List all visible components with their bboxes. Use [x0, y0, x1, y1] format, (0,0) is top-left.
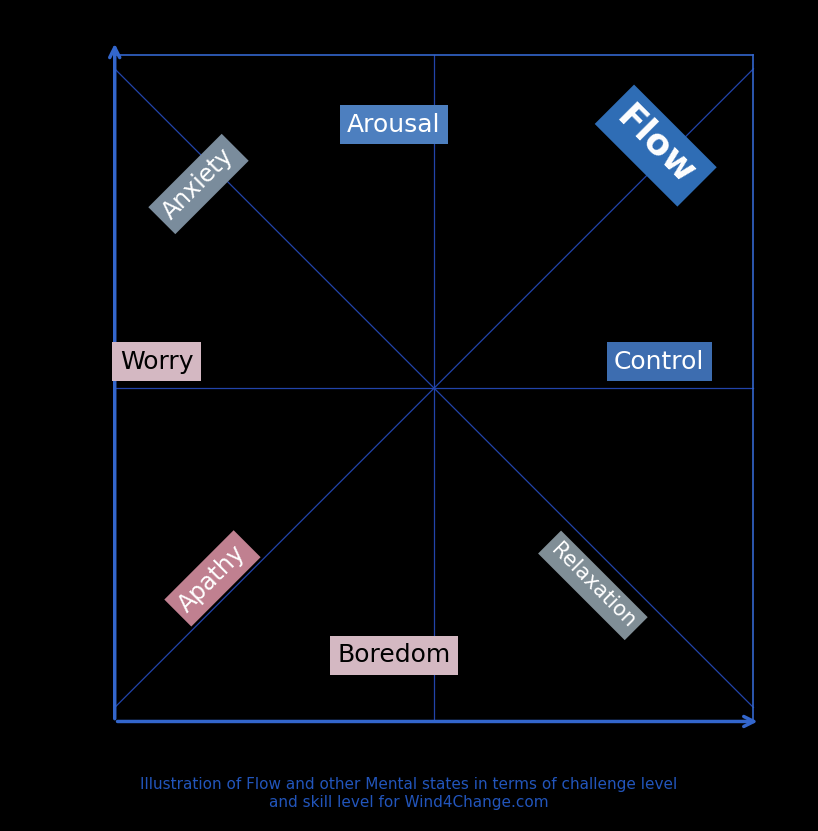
Text: Worry: Worry — [120, 350, 193, 374]
Text: Apathy: Apathy — [174, 540, 250, 617]
Text: Flow: Flow — [610, 100, 701, 191]
Text: Control: Control — [614, 350, 704, 374]
Text: Arousal: Arousal — [347, 113, 441, 136]
Text: Illustration of Flow and other Mental states in terms of challenge level
and ski: Illustration of Flow and other Mental st… — [141, 778, 677, 809]
Text: Anxiety: Anxiety — [159, 144, 239, 224]
Text: Boredom: Boredom — [337, 643, 451, 667]
Text: Relaxation: Relaxation — [547, 539, 639, 632]
